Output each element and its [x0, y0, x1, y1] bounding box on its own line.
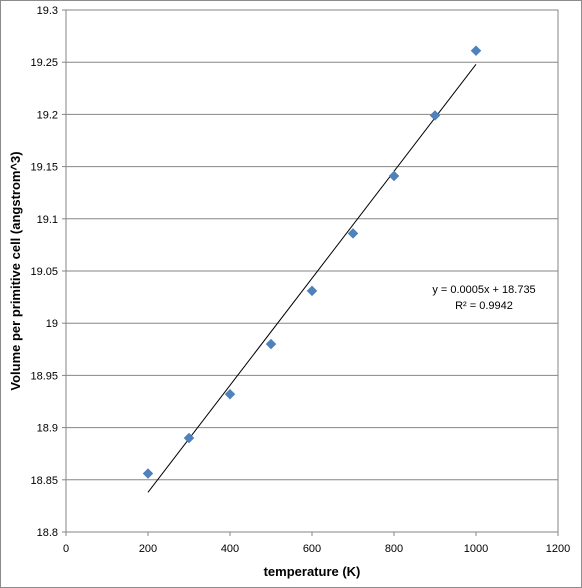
x-tick-label: 1200: [546, 543, 570, 555]
x-tick-label: 200: [139, 543, 157, 555]
data-point: [430, 110, 440, 120]
y-axis-title: Volume per primitive cell (angstrom^3): [8, 151, 23, 390]
y-tick-label: 18.95: [30, 370, 58, 382]
y-tick-label: 18.85: [30, 475, 58, 487]
y-tick-label: 19: [46, 318, 58, 330]
x-axis-tick-labels: 0 200 400 600 800 1000 1200: [63, 532, 570, 555]
x-tick-label: 0: [63, 543, 69, 555]
y-axis-tick-labels: 18.8 18.85 18.9 18.95 19 19.05 19.1 19.15 19.2 19…: [30, 5, 58, 539]
gridlines: [62, 10, 558, 532]
x-tick-label: 1000: [464, 543, 488, 555]
data-point: [471, 46, 481, 56]
x-axis-title: temperature (K): [264, 564, 361, 579]
y-tick-label: 18.8: [37, 527, 58, 539]
trendline-equation: y = 0.0005x + 18.735: [432, 284, 535, 296]
x-tick-label: 400: [221, 543, 239, 555]
data-point: [307, 286, 317, 296]
y-tick-label: 19.15: [30, 162, 58, 174]
y-tick-label: 19.2: [37, 109, 58, 121]
x-tick-label: 800: [385, 543, 403, 555]
y-tick-label: 19.05: [30, 266, 58, 278]
x-tick-label: 600: [303, 543, 321, 555]
data-point: [143, 469, 153, 479]
data-point: [266, 339, 276, 349]
y-tick-label: 19.3: [37, 5, 58, 17]
data-point: [389, 171, 399, 181]
trendline-r-squared: R² = 0.9942: [455, 300, 513, 312]
trendline: [148, 64, 476, 492]
y-tick-label: 19.1: [37, 214, 58, 226]
y-tick-label: 18.9: [37, 423, 58, 435]
y-tick-label: 19.25: [30, 57, 58, 69]
data-points: [143, 46, 481, 479]
